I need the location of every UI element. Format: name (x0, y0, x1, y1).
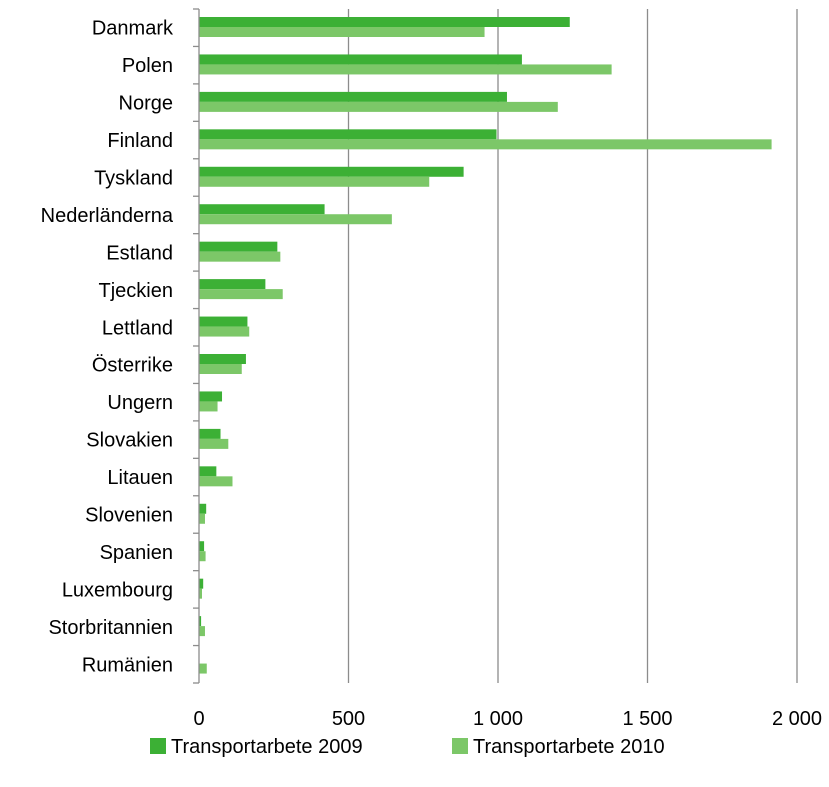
category-label: Luxembourg (62, 579, 173, 601)
category-label: Ungern (107, 392, 173, 414)
bar-2009 (199, 354, 246, 364)
category-label: Estland (106, 242, 173, 264)
legend: Transportarbete 2009 Transportarbete 2010 (150, 736, 665, 758)
category-label: Finland (107, 130, 173, 152)
x-tick-label: 0 (193, 708, 204, 730)
bar-2009 (199, 578, 204, 589)
x-tick-labels: 0 500 1 000 1 500 2 000 (193, 708, 822, 730)
bar-2009 (199, 17, 570, 27)
bar-2009 (199, 204, 325, 215)
bar-2009 (199, 616, 202, 627)
bar-2010 (199, 176, 430, 187)
axes (193, 8, 200, 684)
legend-label: Transportarbete 2010 (473, 736, 665, 758)
bar-2010 (199, 364, 242, 374)
category-label: Tyskland (94, 168, 173, 190)
x-tick-label: 2 000 (772, 708, 822, 730)
bar-2009 (199, 241, 278, 252)
x-tick-label: 1 000 (473, 708, 523, 730)
bar-2009 (199, 428, 221, 439)
bar-2009 (199, 391, 223, 402)
bar-2010 (199, 626, 205, 637)
category-label: Rumänien (82, 654, 173, 676)
bar-2010 (199, 551, 206, 562)
category-label: Norge (119, 93, 173, 115)
category-label: Danmark (92, 18, 174, 40)
category-label: Österrike (92, 355, 173, 377)
bars (199, 17, 772, 674)
bar-2010 (199, 139, 772, 150)
bar-2010 (199, 326, 250, 337)
bar-2010 (199, 513, 205, 524)
category-label: Lettland (102, 317, 173, 339)
bar-2009 (199, 316, 248, 327)
category-labels: Danmark Polen Norge Finland Tyskland Nederlän… (41, 18, 174, 677)
category-label: Litauen (107, 467, 173, 489)
category-label: Storbritannien (48, 617, 173, 639)
bar-2010 (199, 27, 485, 37)
category-label: Slovenien (85, 505, 173, 527)
bar-2009 (199, 279, 266, 290)
bar-2010 (199, 289, 283, 300)
legend-swatch (150, 738, 166, 754)
category-label: Nederländerna (41, 205, 174, 227)
bar-2009 (199, 54, 522, 65)
bar-2009 (199, 166, 464, 177)
bar-2010 (199, 401, 218, 412)
bar-2010 (199, 251, 281, 262)
bar-2010 (199, 438, 229, 449)
category-label: Polen (122, 55, 173, 77)
bar-2009 (199, 91, 507, 102)
bar-2010 (199, 101, 558, 112)
bar-2010 (199, 663, 207, 674)
category-label: Slovakien (86, 430, 173, 452)
x-tick-label: 1 500 (622, 708, 672, 730)
bar-2009 (199, 503, 207, 514)
bar-2010 (199, 476, 233, 487)
bar-2009 (199, 129, 497, 140)
bar-2009 (199, 466, 217, 477)
bar-2010 (199, 588, 202, 599)
category-label: Tjeckien (99, 280, 173, 302)
gridlines (347, 9, 798, 683)
x-tick-label: 500 (332, 708, 365, 730)
category-label: Spanien (100, 542, 173, 564)
legend-swatch (452, 738, 468, 754)
bar-2010 (199, 214, 392, 225)
bar-2010 (199, 64, 612, 75)
legend-label: Transportarbete 2009 (171, 736, 363, 758)
bar-2009 (199, 541, 205, 552)
